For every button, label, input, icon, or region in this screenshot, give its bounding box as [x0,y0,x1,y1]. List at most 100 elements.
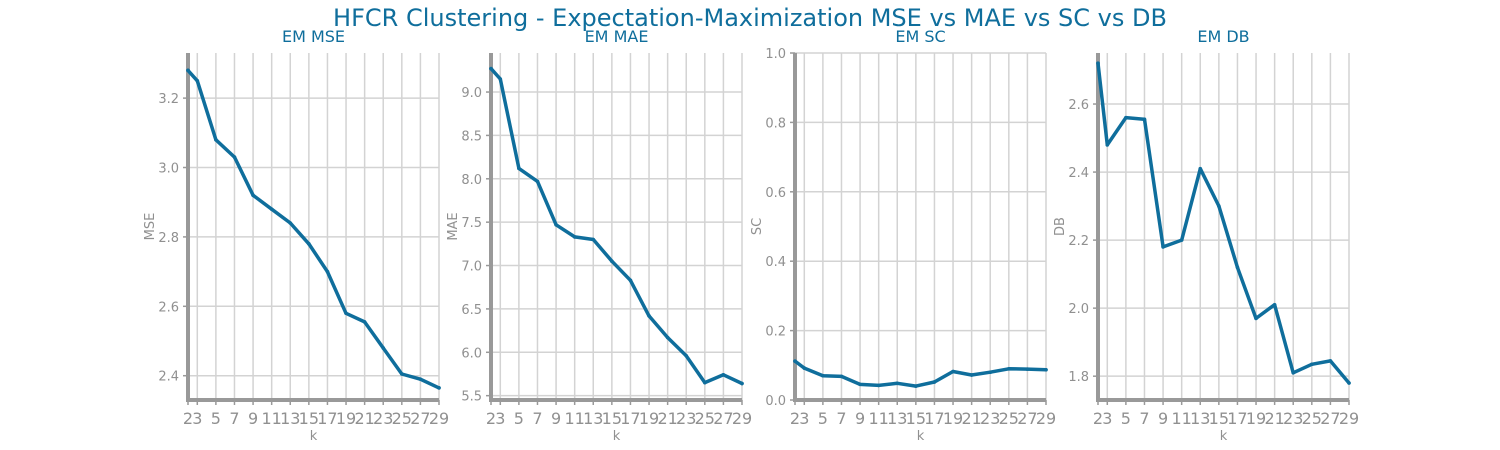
db-xlabel: k [1220,429,1228,444]
mse-x-tick-label-11: 23 [373,409,393,428]
db-y-tick-label-3: 2.4 [1068,166,1089,181]
mse-xlabel: k [310,429,318,444]
sc-point-7 [914,384,918,388]
db-x-tick-label-5: 11 [1171,409,1191,428]
mae-point-2 [517,166,521,171]
mse-x-tick-label-12: 25 [392,409,412,428]
sc-point-12 [1007,366,1011,371]
sc-x-tick-label-0: 2 [790,409,800,428]
db-y-tick-label-1: 2.0 [1068,302,1089,317]
db-x-tick-label-7: 15 [1209,409,1229,428]
mae-y-tick-label-1: 6.0 [461,346,482,361]
mse-point-12 [400,372,404,376]
mae-x-tick-label-3: 7 [532,409,542,428]
sc-point-0 [793,359,797,363]
db-point-10 [1272,302,1277,307]
figure-title: HFCR Clustering - Expectation-Maximizati… [333,4,1167,32]
chart-panel-mse: 2 3 5 7 9 111315171921232527292.42.62.83.03.2… [143,27,449,444]
sc-y-tick-label-4: 0.8 [765,116,786,131]
mse-x-tick-label-8: 17 [317,409,337,428]
mae-title: EM MAE [585,27,649,46]
db-x-tick-label-12: 25 [1302,409,1322,428]
db-x-tick-label-13: 27 [1320,409,1340,428]
db-point-12 [1310,362,1314,367]
db-point-2 [1124,115,1128,120]
mae-y-tick-label-7: 9.0 [461,86,482,101]
sc-y-tick-label-0: 0.0 [765,394,786,409]
sc-y-tick-label-2: 0.4 [765,255,786,270]
mae-point-13 [721,373,726,377]
sc-point-6 [895,381,900,386]
sc-y-tick-label-3: 0.6 [765,186,786,201]
sc-point-2 [821,373,825,378]
mae-y-tick-label-3: 7.0 [461,260,482,275]
db-point-4 [1161,245,1165,249]
db-x-tick-label-6: 13 [1190,409,1210,428]
sc-x-tick-label-6: 13 [887,409,907,428]
db-y-tick-label-2: 2.2 [1068,234,1089,249]
mse-x-tick-label-14: 29 [429,409,449,428]
db-point-8 [1235,265,1240,270]
chart-panel-mae: 2 3 5 7 9 111315171921232527295.56.06.57.07.5… [446,27,752,444]
mae-point-9 [647,314,651,318]
mse-point-11 [381,346,386,350]
sc-point-9 [951,369,955,374]
mae-x-tick-label-0: 2 [486,409,496,428]
mse-point-2 [214,137,218,142]
mse-point-10 [362,320,367,324]
sc-x-tick-label-10: 21 [961,409,981,428]
mae-x-tick-label-1: 3 [495,409,505,428]
sc-point-4 [858,382,862,387]
sc-x-tick-label-5: 11 [868,409,888,428]
mae-x-tick-label-8: 17 [620,409,640,428]
db-point-3 [1142,117,1147,122]
mse-point-5 [269,207,274,211]
mse-point-4 [251,193,255,198]
db-point-5 [1179,238,1184,242]
mae-point-12 [703,380,707,385]
mse-point-8 [325,269,330,274]
mse-x-tick-label-10: 21 [354,409,374,428]
mae-x-tick-label-14: 29 [732,409,752,428]
mae-point-3 [535,179,540,184]
db-x-tick-label-11: 23 [1283,409,1303,428]
db-point-7 [1217,204,1221,208]
db-y-tick-label-4: 2.6 [1068,98,1089,113]
db-point-11 [1291,370,1296,375]
db-x-tick-label-2: 5 [1121,409,1131,428]
chart-panel-sc: 2 3 5 7 9 111315171921232527290.00.20.40.60.8… [750,27,1056,444]
chart-panel-db: 2 3 5 7 9 111315171921232527291.82.02.22.42.6… [1053,27,1359,444]
sc-x-tick-label-2: 5 [818,409,828,428]
db-x-tick-label-14: 29 [1339,409,1359,428]
sc-x-tick-label-11: 23 [980,409,1000,428]
mse-point-13 [418,377,423,381]
db-x-tick-label-0: 2 [1093,409,1103,428]
sc-x-tick-label-4: 9 [855,409,865,428]
db-x-tick-label-9: 19 [1246,409,1266,428]
mse-x-tick-label-5: 11 [261,409,281,428]
mae-x-tick-label-5: 11 [564,409,584,428]
sc-ylabel: SC [750,218,765,235]
sc-point-14 [1044,368,1048,372]
mae-point-6 [591,237,596,242]
mse-point-6 [288,221,293,225]
sc-point-11 [988,370,993,375]
mae-point-14 [740,381,744,386]
db-x-tick-label-4: 9 [1158,409,1168,428]
sc-x-tick-label-9: 19 [943,409,963,428]
db-point-6 [1198,166,1203,171]
db-y-tick-label-0: 1.8 [1068,370,1089,385]
mse-x-tick-label-6: 13 [280,409,300,428]
mse-x-tick-label-3: 7 [229,409,239,428]
mae-x-tick-label-2: 5 [514,409,524,428]
mae-x-tick-label-7: 15 [602,409,622,428]
db-x-tick-label-8: 17 [1227,409,1247,428]
sc-point-13 [1025,367,1030,371]
mae-point-5 [572,235,577,239]
mae-x-tick-label-6: 13 [583,409,603,428]
mae-x-tick-label-11: 23 [676,409,696,428]
mae-x-tick-label-10: 21 [657,409,677,428]
db-point-14 [1347,381,1351,385]
mse-y-tick-label-3: 3.0 [158,162,179,177]
